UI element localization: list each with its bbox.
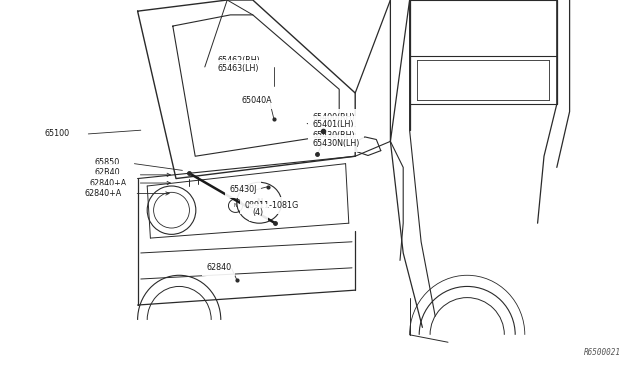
Text: 65100: 65100 (45, 129, 70, 138)
Text: 62840+A: 62840+A (84, 189, 122, 198)
Text: 65463(LH): 65463(LH) (218, 64, 259, 73)
Text: 65401(LH): 65401(LH) (312, 120, 354, 129)
Text: 62840+A: 62840+A (90, 179, 127, 187)
Text: 65400(RH): 65400(RH) (312, 113, 355, 122)
Text: 65430J: 65430J (229, 185, 257, 194)
Text: 65850: 65850 (95, 158, 120, 167)
Text: 62B40: 62B40 (95, 169, 120, 177)
Text: N: N (256, 198, 262, 207)
Text: 65040A: 65040A (242, 96, 273, 105)
Text: 65462(RH): 65462(RH) (218, 56, 260, 65)
Text: 62840: 62840 (206, 263, 231, 272)
Text: 65430N(LH): 65430N(LH) (312, 139, 360, 148)
Text: R6500021: R6500021 (584, 348, 621, 357)
Text: 65430(RH): 65430(RH) (312, 131, 355, 140)
Text: N: N (234, 203, 237, 208)
Text: 08911-1081G: 08911-1081G (244, 201, 299, 210)
Text: (4): (4) (253, 208, 264, 217)
